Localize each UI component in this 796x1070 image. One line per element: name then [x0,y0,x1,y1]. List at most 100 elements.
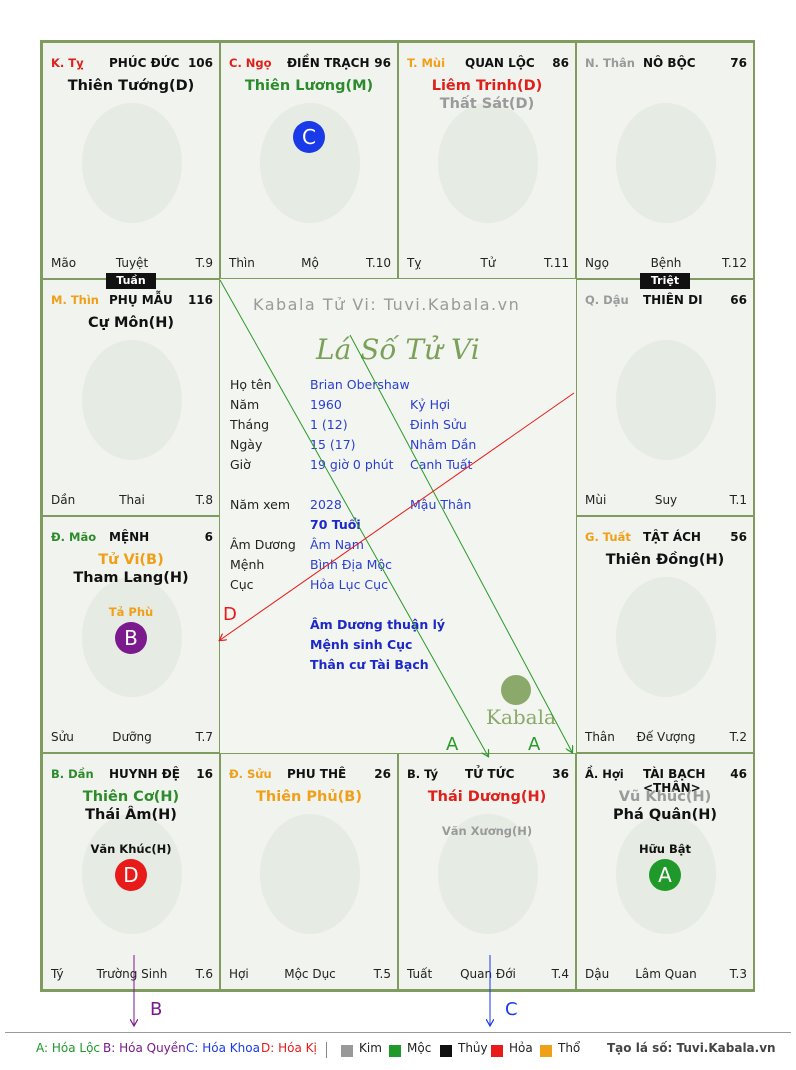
main-star: Tử Vi(B) [98,552,164,568]
palace-can-chi: B. Tý [407,767,439,781]
palace-footer: Sửu Dưỡng T.7 [51,730,213,746]
aux-star: Hữu Bật [638,842,692,856]
palace-footer-left: Dần [51,493,76,507]
palace-header: T. Mùi QUAN LỘC 86 [407,56,569,72]
aux-star: Văn Xương(H) [441,824,533,838]
logo-text: Kabala [486,705,556,729]
palace-can-chi: Q. Dậu [585,293,629,307]
palace-cell: C. Ngọ ĐIỀN TRẠCH 96 Thiên Lương(M) C Thìn Mộ T… [220,42,398,279]
palace-header: C. Ngọ ĐIỀN TRẠCH 96 [229,56,391,72]
palace-footer-left: Dậu [585,967,610,981]
nam-xem-extra: Mậu Thân [410,497,472,512]
nam-xem-value: 2028 [310,497,342,512]
legend-hoa-ki: D: Hóa Kị [261,1041,317,1055]
main-star: Vũ Khúc(H) [618,789,712,805]
info-label: Cục [230,577,254,592]
palace-number: 56 [730,530,747,544]
palace-footer-center: Lâm Quan [635,967,697,981]
tuan-tag: Tuần [106,273,156,289]
main-stars: Liêm Trinh(D) Thất Sát(D) [399,77,575,113]
info-extra: Kỷ Hợi [410,397,451,412]
palace-footer-center: Đế Vượng [636,730,696,744]
palace-footer: Hợi Mộc Dục T.5 [229,967,391,983]
palace-footer-left: Tý [51,967,64,981]
main-star: Cự Môn(H) [87,315,175,331]
main-star: Thiên Phủ(B) [256,789,362,805]
palace-name: TỬ TỨC [465,767,515,781]
palace-footer-center: Tử [480,256,496,270]
palace-footer: Tỵ Tử T.11 [407,256,569,272]
element-swatch [341,1045,353,1057]
palace-footer-center: Mộ [301,256,319,270]
palace-footer: Tuất Quan Đới T.4 [407,967,569,983]
zodiac-animal-watermark [438,814,538,934]
palace-header: Đ. Sửu PHU THÊ 26 [229,767,391,783]
info-label: Năm [230,397,260,412]
palace-cell: K. Tỵ PHÚC ĐỨC 106 Thiên Tướng(D) Mão Tuyệt T.… [42,42,220,279]
brand-title: Lá Số Tử Vi [316,333,480,366]
zodiac-animal-watermark [616,103,716,223]
palace-footer-right: T.12 [722,256,747,270]
palace-name: QUAN LỘC [465,56,535,70]
palace-name: PHÚC ĐỨC [109,56,180,70]
main-stars: Thái Dương(H) [399,788,575,806]
palace-footer-right: T.10 [366,256,391,270]
palace-cell: B. Tý TỬ TỨC 36 Thái Dương(H) Văn Xương(H) Tu… [398,753,576,990]
main-star: Tham Lang(H) [73,570,189,586]
palace-footer-center: Trường Sinh [96,967,168,981]
main-stars: Thiên Phủ(B) [221,788,397,806]
palace-footer-right: T.1 [729,493,747,507]
transformation-badge: D [115,859,147,891]
palace-footer: Dậu Lâm Quan T.3 [585,967,747,983]
watermark-text: Kabala Tử Vi: Tuvi.Kabala.vn [253,295,521,314]
palace-footer-right: T.3 [729,967,747,981]
palace-can-chi: T. Mùi [407,56,446,70]
main-star: Thiên Cơ(H) [82,789,180,805]
palace-footer-right: T.8 [195,493,213,507]
palace-number: 106 [187,56,213,70]
palace-name: TẬT ÁCH [643,530,701,544]
palace-header: Đ. Mão MỆNH 6 [51,530,213,546]
legend-divider [5,1032,791,1033]
palace-footer-left: Tuất [407,967,433,981]
palace-can-chi: N. Thân [585,56,635,70]
palace-name: HUYNH ĐỆ [109,767,180,781]
info-value: Brian Obershaw [310,377,410,392]
zodiac-animal-watermark [82,340,182,460]
info-value: 1960 [310,397,342,412]
info-extra: Nhâm Dần [410,437,477,452]
palace-footer-right: T.4 [551,967,569,981]
transformation-badge: A [649,859,681,891]
palace-footer: Ngọ Bệnh T.12 [585,256,747,272]
main-stars: Vũ Khúc(H) Phá Quân(H) [577,788,753,824]
palace-can-chi: Ầ. Hợi [585,767,624,781]
info-label: Họ tên [230,377,272,392]
nam-xem-label: Năm xem [230,497,291,512]
tuvi-chart: K. Tỵ PHÚC ĐỨC 106 Thiên Tướng(D) Mão Tuyệt T.… [40,40,755,992]
center-note: Âm Dương thuận lý [310,617,446,632]
main-stars: Thiên Tướng(D) [43,77,219,95]
element-label: Thổ [558,1041,581,1055]
palace-footer-right: T.11 [544,256,569,270]
palace-footer-right: T.6 [195,967,213,981]
palace-number: 116 [187,293,213,307]
palace-footer-center: Quan Đới [460,967,516,981]
main-star: Liêm Trinh(D) [431,78,543,94]
zodiac-animal-watermark [616,340,716,460]
palace-name: TÀI BẠCH <THÂN> [643,767,706,795]
info-extra: Canh Tuất [410,457,473,472]
element-swatch [491,1045,503,1057]
palace-name: MỆNH [109,530,150,544]
center-note: Thân cư Tài Bạch [310,657,429,672]
palace-cell: B. Dần HUYNH ĐỆ 16 Thiên Cơ(H) Thái Âm(H) Văn… [42,753,220,990]
palace-name: NÔ BỘC [643,56,696,70]
element-swatch [440,1045,452,1057]
palace-name: PHU THÊ [287,767,347,781]
palace-footer-center: Dưỡng [112,730,152,744]
palace-footer-left: Mùi [585,493,607,507]
palace-number: 46 [730,767,747,781]
main-star: Phá Quân(H) [613,807,717,823]
palace-footer-left: Hợi [229,967,249,981]
main-stars: Thiên Lương(M) [221,77,397,95]
main-star: Thất Sát(D) [439,96,535,112]
